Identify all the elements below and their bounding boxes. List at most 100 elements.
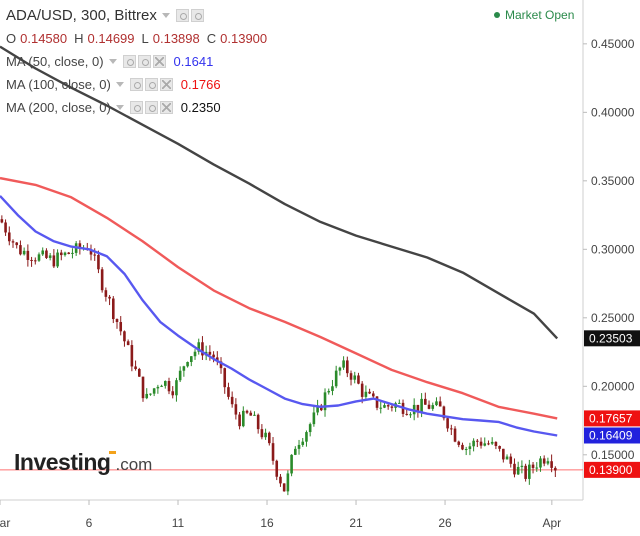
candle-down [137, 369, 141, 377]
open-label: O [6, 31, 17, 46]
candle-down [550, 461, 553, 468]
candle-up [286, 473, 290, 492]
high-label: H [74, 31, 84, 46]
candle-down [234, 404, 238, 415]
candle-down [524, 465, 527, 479]
candle-down [479, 441, 483, 446]
candle-down [212, 354, 215, 358]
indicator-value: 0.1766 [180, 77, 221, 92]
status-dot-icon [494, 12, 500, 18]
candle-down [256, 414, 260, 430]
gear-icon[interactable] [190, 9, 204, 22]
indicator-dropdown-icon[interactable] [108, 59, 117, 64]
candle-up [535, 467, 539, 469]
gear-icon[interactable] [144, 101, 158, 114]
candle-down [11, 241, 15, 243]
eye-icon[interactable] [129, 101, 143, 114]
eye-icon[interactable] [129, 78, 143, 91]
price-label-text: 0.23503 [589, 331, 633, 345]
ma-line [0, 176, 558, 420]
candle-up [290, 454, 293, 474]
candle-up [41, 250, 45, 255]
indicator-dropdown-icon[interactable] [115, 82, 124, 87]
candle-up [334, 370, 338, 387]
logo-name: Investing [14, 449, 111, 475]
candle-up [546, 461, 550, 464]
gear-icon[interactable] [137, 55, 151, 68]
candle-down [368, 391, 371, 394]
symbol-title[interactable]: ADA/USD, 300, Bittrex [6, 7, 157, 24]
indicator-row-ma100[interactable]: MA (100, close, 0) 0.1766 [6, 73, 274, 96]
chart-legend: ADA/USD, 300, Bittrex O 0.14580 H 0.14699 … [6, 4, 274, 119]
candle-down [424, 398, 427, 405]
candle-down [93, 254, 97, 256]
candle-up [149, 393, 152, 395]
gear-icon[interactable] [144, 78, 158, 91]
y-tick-label: 0.40000 [591, 105, 635, 119]
candle-up [490, 441, 494, 444]
candle-up [71, 252, 74, 254]
candle-down [461, 444, 464, 450]
candle-down [450, 428, 453, 430]
candle-down [245, 410, 249, 413]
candle-down [438, 401, 442, 407]
candle-down [427, 404, 431, 409]
candle-down [405, 413, 409, 415]
close-icon[interactable] [159, 101, 173, 114]
candle-up [312, 412, 316, 425]
indicator-row-ma50[interactable]: MA (50, close, 0) 0.1641 [6, 50, 274, 73]
price-label-box [584, 330, 640, 347]
indicator-row-ma200[interactable]: MA (200, close, 0) 0.2350 [6, 96, 274, 119]
y-tick-label: 0.25000 [591, 311, 635, 325]
candle-up [316, 405, 319, 413]
ma-line [0, 45, 559, 340]
y-tick-label: 0.45000 [591, 37, 635, 51]
candle-up [305, 432, 308, 442]
eye-icon[interactable] [122, 55, 136, 68]
close-icon[interactable] [152, 55, 166, 68]
candle-down [271, 443, 275, 461]
candle-up [331, 386, 334, 391]
candle-up [353, 375, 357, 380]
price-label-text: 0.17657 [589, 411, 633, 425]
candle-up [308, 424, 312, 433]
close-icon[interactable] [159, 78, 173, 91]
candle-up [186, 362, 189, 367]
candle-down [100, 269, 104, 291]
candle-up [464, 449, 468, 451]
candle-up [301, 441, 305, 445]
price-label-text: 0.16409 [589, 428, 633, 442]
candle-up [37, 254, 41, 261]
candle-down [19, 245, 22, 255]
indicator-label: MA (200, close, 0) [6, 100, 111, 115]
price-label-box [584, 427, 640, 444]
market-status-label: Market Open [505, 8, 575, 22]
candle-down [219, 361, 223, 369]
candle-up [520, 465, 524, 467]
candle-up [528, 464, 531, 479]
candle-up [338, 367, 342, 371]
indicator-dropdown-icon[interactable] [115, 105, 124, 110]
candle-down [531, 464, 535, 468]
candle-down [78, 243, 82, 249]
candle-up [197, 342, 201, 352]
candle-up [145, 393, 149, 399]
candle-down [111, 298, 115, 320]
candle-down [282, 483, 286, 492]
candle-up [516, 466, 520, 475]
candle-down [7, 232, 11, 242]
investing-logo: Investing .com [14, 449, 152, 476]
candle-down [134, 366, 137, 370]
candle-up [472, 440, 475, 447]
symbol-dropdown-icon[interactable] [161, 13, 170, 18]
candle-down [446, 418, 449, 429]
x-tick-label: 6 [86, 516, 93, 530]
candle-up [294, 448, 297, 455]
candle-down [171, 391, 175, 396]
indicator-label: MA (50, close, 0) [6, 54, 104, 69]
candle-down [126, 341, 130, 346]
candle-down [249, 412, 253, 416]
settings-icon[interactable] [175, 9, 189, 22]
candle-down [89, 249, 93, 255]
